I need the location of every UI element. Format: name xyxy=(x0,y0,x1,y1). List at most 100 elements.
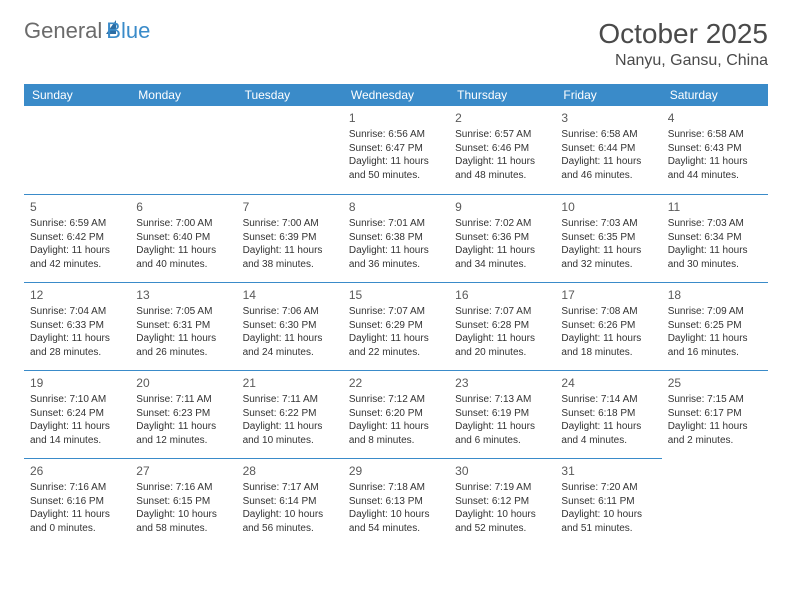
logo-text-blue: Blue xyxy=(106,18,150,44)
calendar-cell: 8Sunrise: 7:01 AMSunset: 6:38 PMDaylight… xyxy=(343,194,449,282)
calendar-cell: 23Sunrise: 7:13 AMSunset: 6:19 PMDayligh… xyxy=(449,370,555,458)
calendar-cell: 9 Sunrise: 7:02 AMSunset: 6:36 PMDaylight… xyxy=(449,194,555,282)
day-number: 10 xyxy=(561,199,655,215)
calendar-cell: 21 Sunrise: 7:11 AMSunset: 6:22 PMDayligh… xyxy=(237,370,343,458)
day-number: 17 xyxy=(561,287,655,303)
day-number: 6 xyxy=(136,199,230,215)
day-info: Sunrise: 7:12 AMSunset: 6:20 PMDaylight:… xyxy=(349,393,443,447)
calendar-cell: 11 Sunrise: 7:03 AMSunset: 6:34 PMDayligh… xyxy=(662,194,768,282)
day-info: Sunrise: 6:58 AMSunset: 6:43 PMDaylight:… xyxy=(668,128,762,182)
calendar-cell: 20 Sunrise: 7:11 AMSunset: 6:23 PMDayligh… xyxy=(130,370,236,458)
calendar-cell: 10 Sunrise: 7:03 AMSunset: 6:35 PMDayligh… xyxy=(555,194,661,282)
day-number: 4 xyxy=(668,110,762,126)
day-number: 2 xyxy=(455,110,549,126)
day-info: Sunrise: 7:06 AMSunset: 6:30 PMDaylight:… xyxy=(243,305,337,359)
day-number: 24 xyxy=(561,375,655,391)
day-info: Sunrise: 7:07 AMSunset: 6:29 PMDaylight:… xyxy=(349,305,443,359)
day-info: Sunrise: 7:01 AMSunset: 6:38 PMDaylight:… xyxy=(349,217,443,271)
weekday-header: Friday xyxy=(555,84,661,106)
calendar-cell: 13 Sunrise: 7:05 AMSunset: 6:31 PMDayligh… xyxy=(130,282,236,370)
day-number: 20 xyxy=(136,375,230,391)
day-info: Sunrise: 7:11 AMSunset: 6:22 PMDaylight:… xyxy=(243,393,337,447)
day-info: Sunrise: 7:14 AMSunset: 6:18 PMDaylight:… xyxy=(561,393,655,447)
day-number: 28 xyxy=(243,463,337,479)
day-info: Sunrise: 7:17 AMSunset: 6:14 PMDaylight:… xyxy=(243,481,337,535)
day-number: 13 xyxy=(136,287,230,303)
day-info: Sunrise: 7:19 AMSunset: 6:12 PMDaylight:… xyxy=(455,481,549,535)
weekday-header-row: SundayMondayTuesdayWednesdayThursdayFrid… xyxy=(24,84,768,106)
day-number: 15 xyxy=(349,287,443,303)
day-number: 19 xyxy=(30,375,124,391)
day-number: 29 xyxy=(349,463,443,479)
day-info: Sunrise: 7:15 AMSunset: 6:17 PMDaylight:… xyxy=(668,393,762,447)
day-number: 18 xyxy=(668,287,762,303)
day-number: 14 xyxy=(243,287,337,303)
weekday-header: Saturday xyxy=(662,84,768,106)
calendar-cell: 4 Sunrise: 6:58 AMSunset: 6:43 PMDaylight… xyxy=(662,106,768,194)
calendar-cell: 27 Sunrise: 7:16 AMSunset: 6:15 PMDayligh… xyxy=(130,458,236,546)
day-number: 27 xyxy=(136,463,230,479)
weekday-header: Monday xyxy=(130,84,236,106)
day-number: 12 xyxy=(30,287,124,303)
calendar-cell: 19Sunrise: 7:10 AMSunset: 6:24 PMDayligh… xyxy=(24,370,130,458)
day-info: Sunrise: 7:20 AMSunset: 6:11 PMDaylight:… xyxy=(561,481,655,535)
day-number: 5 xyxy=(30,199,124,215)
calendar-cell: 14 Sunrise: 7:06 AMSunset: 6:30 PMDayligh… xyxy=(237,282,343,370)
calendar-cell: 15 Sunrise: 7:07 AMSunset: 6:29 PMDayligh… xyxy=(343,282,449,370)
calendar-cell: 26Sunrise: 7:16 AMSunset: 6:16 PMDayligh… xyxy=(24,458,130,546)
calendar-cell: 24 Sunrise: 7:14 AMSunset: 6:18 PMDayligh… xyxy=(555,370,661,458)
day-info: Sunrise: 6:59 AMSunset: 6:42 PMDaylight:… xyxy=(30,217,124,271)
calendar-cell: 5 Sunrise: 6:59 AMSunset: 6:42 PMDaylight… xyxy=(24,194,130,282)
day-number: 1 xyxy=(349,110,443,126)
day-info: Sunrise: 7:05 AMSunset: 6:31 PMDaylight:… xyxy=(136,305,230,359)
day-number: 7 xyxy=(243,199,337,215)
calendar-cell: 25 Sunrise: 7:15 AMSunset: 6:17 PMDayligh… xyxy=(662,370,768,458)
day-info: Sunrise: 7:11 AMSunset: 6:23 PMDaylight:… xyxy=(136,393,230,447)
day-info: Sunrise: 7:16 AMSunset: 6:15 PMDaylight:… xyxy=(136,481,230,535)
logo: General Blue xyxy=(24,18,150,44)
weekday-header: Sunday xyxy=(24,84,130,106)
day-number: 3 xyxy=(561,110,655,126)
day-number: 30 xyxy=(455,463,549,479)
calendar-cell: 16 Sunrise: 7:07 AMSunset: 6:28 PMDayligh… xyxy=(449,282,555,370)
day-info: Sunrise: 7:08 AMSunset: 6:26 PMDaylight:… xyxy=(561,305,655,359)
day-number: 25 xyxy=(668,375,762,391)
day-info: Sunrise: 7:02 AMSunset: 6:36 PMDaylight:… xyxy=(455,217,549,271)
day-info: Sunrise: 7:09 AMSunset: 6:25 PMDaylight:… xyxy=(668,305,762,359)
calendar-cell-empty xyxy=(130,106,236,194)
calendar-cell: 1 Sunrise: 6:56 AMSunset: 6:47 PMDaylight… xyxy=(343,106,449,194)
day-number: 9 xyxy=(455,199,549,215)
day-number: 11 xyxy=(668,199,762,215)
day-info: Sunrise: 7:07 AMSunset: 6:28 PMDaylight:… xyxy=(455,305,549,359)
calendar-grid: 1 Sunrise: 6:56 AMSunset: 6:47 PMDaylight… xyxy=(24,106,768,546)
day-info: Sunrise: 6:57 AMSunset: 6:46 PMDaylight:… xyxy=(455,128,549,182)
calendar-cell-empty xyxy=(24,106,130,194)
calendar-cell: 12Sunrise: 7:04 AMSunset: 6:33 PMDayligh… xyxy=(24,282,130,370)
calendar-cell: 6Sunrise: 7:00 AMSunset: 6:40 PMDaylight… xyxy=(130,194,236,282)
day-number: 23 xyxy=(455,375,549,391)
calendar-cell: 29 Sunrise: 7:18 AMSunset: 6:13 PMDayligh… xyxy=(343,458,449,546)
day-number: 21 xyxy=(243,375,337,391)
calendar-cell: 22Sunrise: 7:12 AMSunset: 6:20 PMDayligh… xyxy=(343,370,449,458)
calendar-cell: 3 Sunrise: 6:58 AMSunset: 6:44 PMDaylight… xyxy=(555,106,661,194)
day-info: Sunrise: 7:16 AMSunset: 6:16 PMDaylight:… xyxy=(30,481,124,535)
day-info: Sunrise: 7:00 AMSunset: 6:39 PMDaylight:… xyxy=(243,217,337,271)
calendar-cell: 18 Sunrise: 7:09 AMSunset: 6:25 PMDayligh… xyxy=(662,282,768,370)
logo-text-general: General xyxy=(24,18,102,44)
title-location: Nanyu, Gansu, China xyxy=(598,52,768,70)
day-info: Sunrise: 7:03 AMSunset: 6:34 PMDaylight:… xyxy=(668,217,762,271)
calendar-cell-empty xyxy=(237,106,343,194)
title-month: October 2025 xyxy=(598,18,768,50)
day-number: 16 xyxy=(455,287,549,303)
calendar-cell: 28 Sunrise: 7:17 AMSunset: 6:14 PMDayligh… xyxy=(237,458,343,546)
day-info: Sunrise: 6:56 AMSunset: 6:47 PMDaylight:… xyxy=(349,128,443,182)
calendar-cell: 17 Sunrise: 7:08 AMSunset: 6:26 PMDayligh… xyxy=(555,282,661,370)
weekday-header: Wednesday xyxy=(343,84,449,106)
header: General Blue October 2025 Nanyu, Gansu, … xyxy=(24,18,768,70)
calendar-cell: 2 Sunrise: 6:57 AMSunset: 6:46 PMDaylight… xyxy=(449,106,555,194)
calendar-cell: 31 Sunrise: 7:20 AMSunset: 6:11 PMDayligh… xyxy=(555,458,661,546)
day-info: Sunrise: 7:03 AMSunset: 6:35 PMDaylight:… xyxy=(561,217,655,271)
day-number: 31 xyxy=(561,463,655,479)
day-info: Sunrise: 6:58 AMSunset: 6:44 PMDaylight:… xyxy=(561,128,655,182)
day-info: Sunrise: 7:18 AMSunset: 6:13 PMDaylight:… xyxy=(349,481,443,535)
